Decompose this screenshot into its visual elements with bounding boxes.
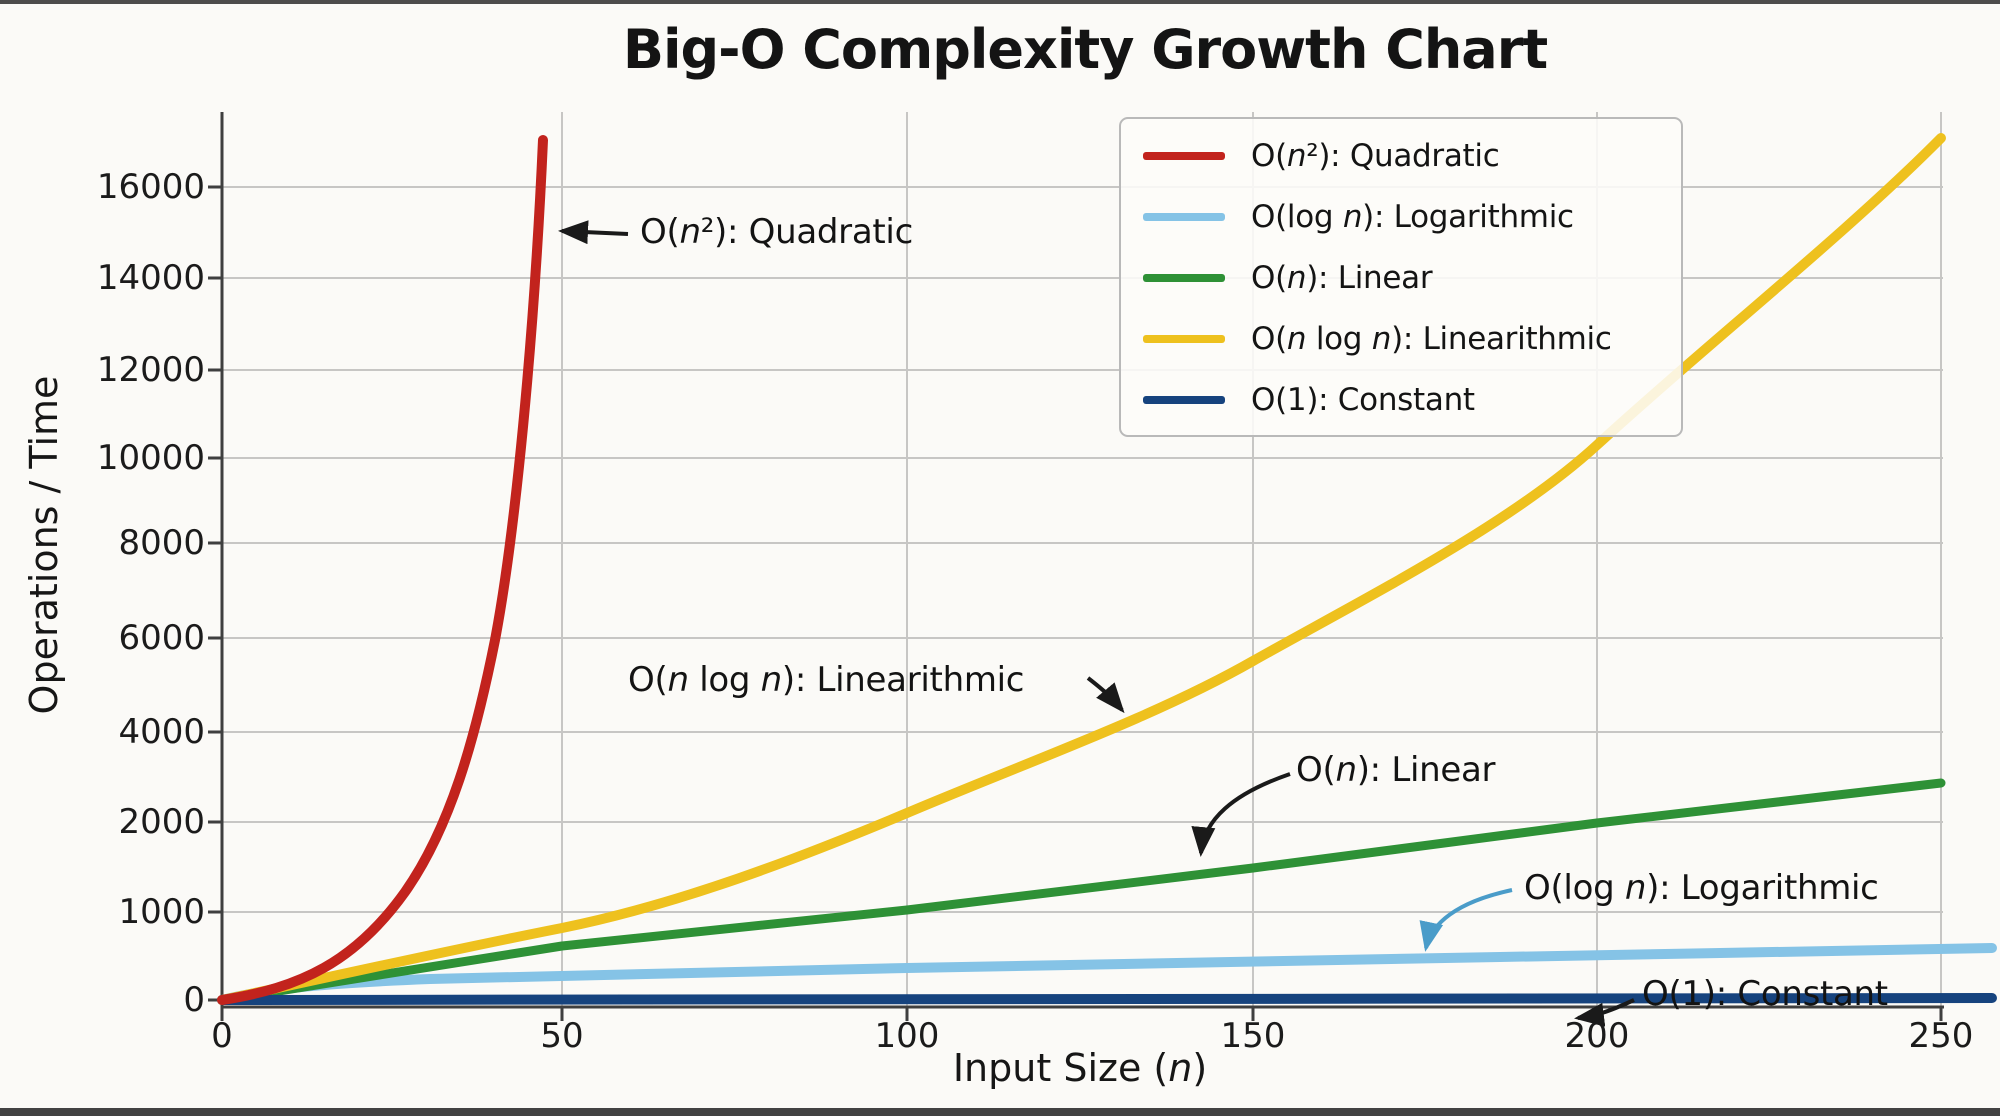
legend: O(n²): Quadratic O(log n): Logarithmic O… bbox=[1119, 117, 1683, 437]
series-quadratic[interactable] bbox=[217, 135, 548, 1005]
y-tick-label: 6000 bbox=[118, 618, 205, 658]
arrow-linearithmic bbox=[1086, 676, 1125, 714]
y-tick-label: 4000 bbox=[118, 712, 205, 752]
x-tick-label: 200 bbox=[1564, 1016, 1630, 1056]
arrow-constant bbox=[1574, 998, 1635, 1027]
legend-item-linearithmic[interactable]: O(n log n): Linearithmic bbox=[1143, 309, 1681, 370]
y-tick-label: 8000 bbox=[118, 523, 205, 563]
legend-item-linear[interactable]: O(n): Linear bbox=[1143, 247, 1681, 308]
legend-swatch-quadratic bbox=[1143, 151, 1225, 160]
series-constant[interactable] bbox=[217, 993, 1997, 1005]
annotation-logarithmic: O(log n): Logarithmic bbox=[1524, 868, 1879, 908]
arrow-quadratic bbox=[558, 220, 629, 245]
x-tick-label: 100 bbox=[874, 1016, 940, 1056]
legend-label: O(log n): Logarithmic bbox=[1251, 198, 1574, 235]
legend-label: O(n log n): Linearithmic bbox=[1251, 321, 1612, 358]
legend-swatch-linearithmic bbox=[1143, 335, 1225, 344]
y-tick-label: 12000 bbox=[96, 350, 205, 390]
arrow-linear bbox=[1191, 772, 1291, 857]
legend-label: O(n): Linear bbox=[1251, 260, 1433, 296]
chart-title: Big-O Complexity Growth Chart bbox=[622, 18, 1548, 81]
y-tick-label: 0 bbox=[183, 980, 205, 1020]
series-linear[interactable] bbox=[217, 778, 1946, 1005]
legend-swatch-linear bbox=[1143, 274, 1225, 282]
annotation-linearithmic: O(n log n): Linearithmic bbox=[628, 660, 1025, 700]
series-logarithmic[interactable] bbox=[217, 943, 1997, 1005]
legend-label: O(1): Constant bbox=[1251, 382, 1475, 419]
arrow-logarithmic bbox=[1419, 888, 1513, 952]
legend-item-quadratic[interactable]: O(n²): Quadratic bbox=[1143, 125, 1681, 186]
legend-item-logarithmic[interactable]: O(log n): Logarithmic bbox=[1143, 186, 1681, 247]
axis-tick-marks bbox=[208, 185, 1943, 1021]
x-tick-label: 50 bbox=[540, 1016, 584, 1056]
x-tick-label: 0 bbox=[211, 1016, 233, 1056]
top-edge-strip bbox=[0, 0, 2000, 4]
y-tick-label: 10000 bbox=[96, 438, 205, 478]
annotation-constant: O(1): Constant bbox=[1642, 974, 1888, 1014]
x-axis-label: Input Size (n) bbox=[952, 1046, 1208, 1090]
legend-swatch-constant bbox=[1143, 396, 1225, 405]
bottom-edge-strip bbox=[0, 1108, 2000, 1116]
x-tick-label: 150 bbox=[1220, 1016, 1286, 1056]
y-tick-label: 1000 bbox=[118, 892, 205, 932]
annotation-linear: O(n): Linear bbox=[1296, 750, 1496, 790]
annotation-quadratic: O(n²): Quadratic bbox=[640, 212, 913, 252]
y-tick-label: 14000 bbox=[96, 258, 205, 298]
y-tick-label: 16000 bbox=[96, 167, 205, 207]
x-tick-label: 250 bbox=[1908, 1016, 1974, 1056]
axes-spines bbox=[220, 112, 1944, 1009]
legend-label: O(n²): Quadratic bbox=[1251, 137, 1500, 174]
legend-swatch-logarithmic bbox=[1143, 212, 1225, 221]
legend-item-constant[interactable]: O(1): Constant bbox=[1143, 370, 1681, 431]
y-tick-label: 2000 bbox=[118, 802, 205, 842]
